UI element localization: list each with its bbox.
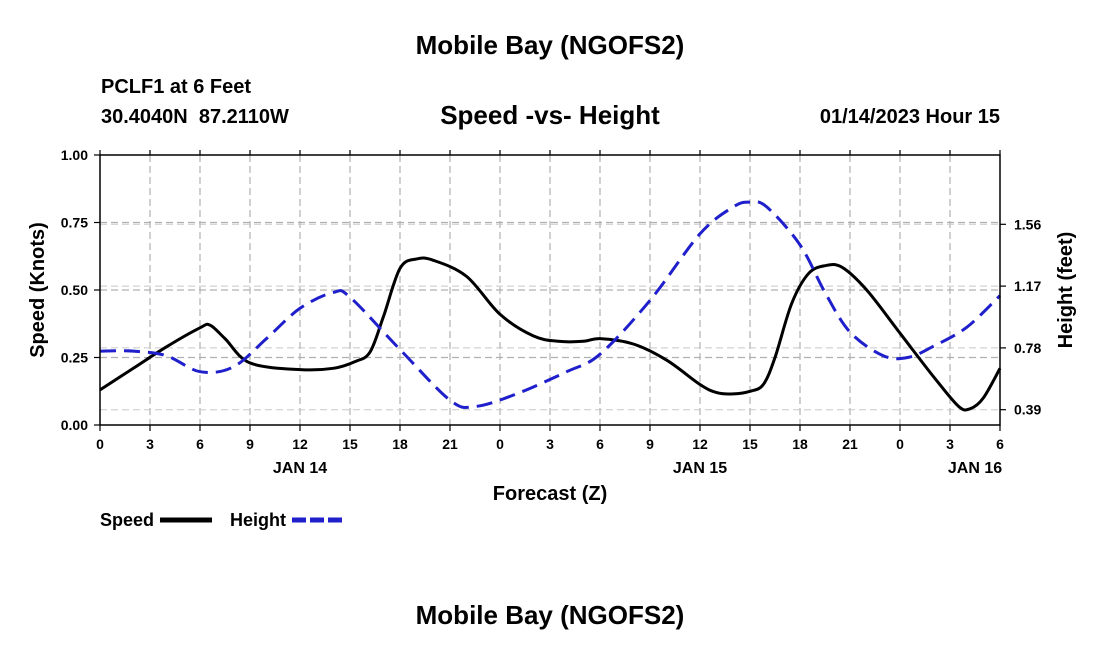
- y-right-tick-label: 1.56: [1014, 216, 1041, 232]
- x-tick-label: 3: [546, 436, 554, 452]
- chart-subtitle: Speed -vs- Height: [440, 100, 660, 130]
- y-left-tick-label: 0.75: [61, 215, 88, 231]
- x-tick-label: 3: [946, 436, 954, 452]
- x-tick-label: 6: [596, 436, 604, 452]
- station-coordinates: 30.4040N 87.2110W: [101, 106, 289, 128]
- y-right-tick-label: 0.78: [1014, 340, 1041, 356]
- y-right-tick-label: 1.17: [1014, 278, 1041, 294]
- legend-label-height: Height: [230, 510, 286, 530]
- x-axis-title: Forecast (Z): [493, 483, 607, 505]
- x-tick-label: 0: [96, 436, 104, 452]
- forecast-timestamp: 01/14/2023 Hour 15: [819, 106, 1000, 128]
- x-tick-label: 21: [842, 436, 858, 452]
- chart-title-bottom: Mobile Bay (NGOFS2): [415, 600, 685, 630]
- y-right-tick-label: 0.39: [1014, 402, 1041, 418]
- x-tick-label: 21: [442, 436, 458, 452]
- x-tick-label: 18: [392, 436, 408, 452]
- x-tick-label: 18: [792, 436, 808, 452]
- x-tick-label: 3: [146, 436, 154, 452]
- x-tick-label: 12: [692, 436, 708, 452]
- y-left-tick-label: 0.25: [61, 350, 88, 366]
- y-axis-left-title: Speed (Knots): [27, 222, 49, 358]
- series-group: [99, 200, 1002, 412]
- legend-label-speed: Speed: [100, 510, 154, 530]
- y-left-tick-label: 0.00: [61, 417, 88, 433]
- x-tick-label: 9: [646, 436, 654, 452]
- x-tick-label: 0: [896, 436, 904, 452]
- series-line-speed: [99, 256, 1002, 412]
- grid-lines: [100, 155, 1000, 425]
- y-axis-right-title: Height (feet): [1055, 232, 1077, 349]
- x-tick-label: 6: [196, 436, 204, 452]
- x-tick-label: 15: [342, 436, 358, 452]
- x-tick-label: 15: [742, 436, 758, 452]
- station-label: PCLF1 at 6 Feet: [101, 76, 252, 98]
- y-left-tick-label: 0.50: [61, 282, 88, 298]
- date-label: JAN 14: [273, 460, 327, 477]
- date-label: JAN 15: [673, 460, 727, 477]
- chart-title-top: Mobile Bay (NGOFS2): [415, 30, 685, 60]
- series-line-height: [99, 200, 1002, 409]
- date-label: JAN 16: [948, 460, 1002, 477]
- x-tick-label: 0: [496, 436, 504, 452]
- legend: Speed Height: [100, 510, 342, 530]
- x-tick-label: 12: [292, 436, 308, 452]
- axis-ticks: 0 3 6 9 12 15 18 21 0 3 6 9 12 15 18 21 0 3 6 JAN 14 JAN 15 J…: [61, 147, 1042, 477]
- y-left-tick-label: 1.00: [61, 147, 88, 163]
- x-tick-label: 9: [246, 436, 254, 452]
- x-tick-label: 6: [996, 436, 1004, 452]
